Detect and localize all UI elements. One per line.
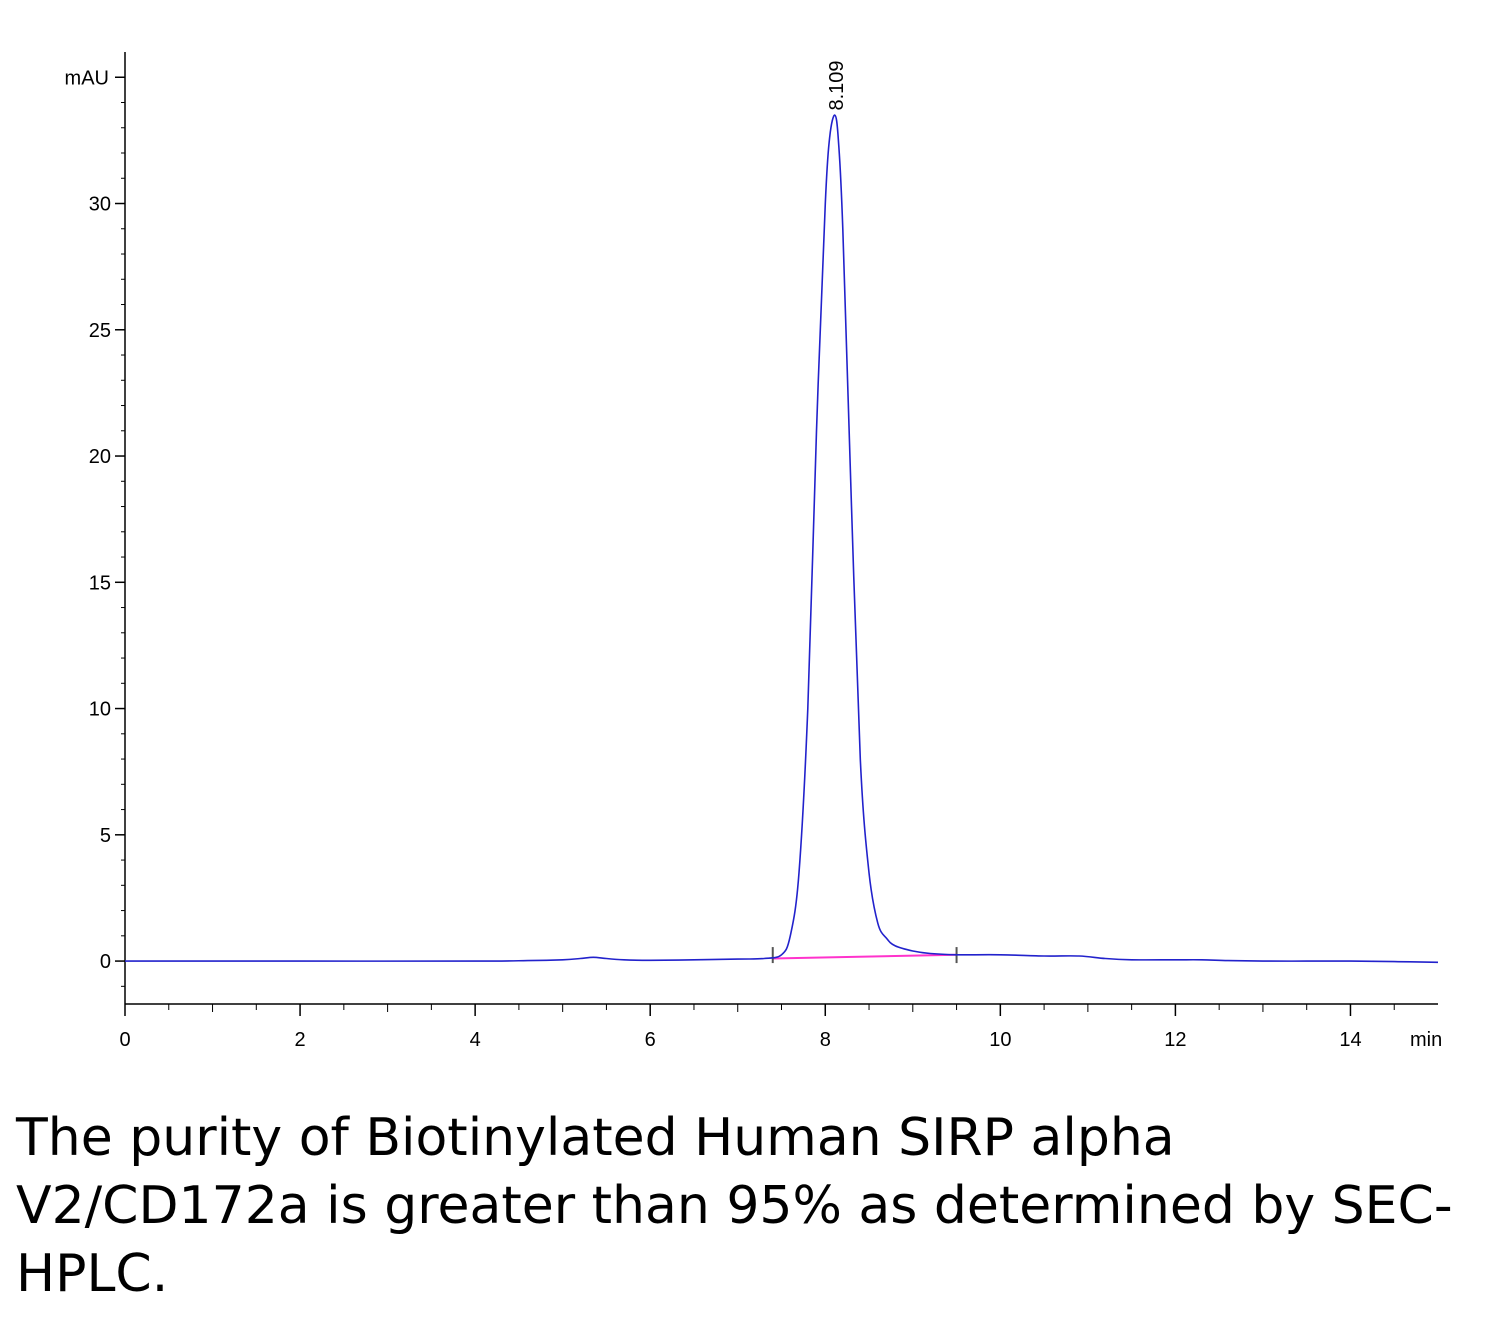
y-axis-unit-label: mAU	[65, 67, 109, 89]
peak-label: 8.109	[826, 60, 848, 110]
chromatogram-svg: 0 5 10 15 20 25 30 0 2 4 6 8 10 12 14 mAU min 8.109	[65, 52, 1442, 1051]
x-tick-label: 0	[119, 1029, 130, 1051]
peak-label-group: 8.109	[826, 60, 848, 110]
x-tick-label: 4	[470, 1029, 481, 1051]
x-tick-label: 12	[1164, 1029, 1186, 1051]
x-tick-label: 14	[1339, 1029, 1361, 1051]
y-tick-label: 20	[89, 446, 111, 468]
y-tick-label: 10	[89, 699, 111, 721]
y-axis: 0 5 10 15 20 25 30	[89, 52, 126, 1004]
y-tick-label: 0	[100, 951, 111, 973]
integration-baseline	[772, 953, 957, 960]
integration-baseline-group	[772, 953, 957, 960]
chromatogram-chart: 0 5 10 15 20 25 30 0 2 4 6 8 10 12 14 mAU min 8.109	[65, 52, 1442, 1051]
y-tick-label: 5	[100, 825, 111, 847]
figure-caption: The purity of Biotinylated Human SIRP al…	[16, 1108, 1453, 1304]
x-tick-label: 10	[989, 1029, 1011, 1051]
y-tick-label: 15	[89, 572, 111, 594]
x-tick-label: 2	[295, 1029, 306, 1051]
y-tick-label: 25	[89, 320, 111, 342]
signal-trace	[125, 114, 1439, 964]
x-axis: 0 2 4 6 8 10 12 14	[119, 1003, 1438, 1051]
y-tick-label: 30	[89, 194, 111, 216]
signal-series-group	[125, 114, 1439, 964]
x-tick-label: 6	[645, 1029, 656, 1051]
x-tick-label: 8	[820, 1029, 831, 1051]
x-axis-unit-label: min	[1410, 1029, 1442, 1051]
